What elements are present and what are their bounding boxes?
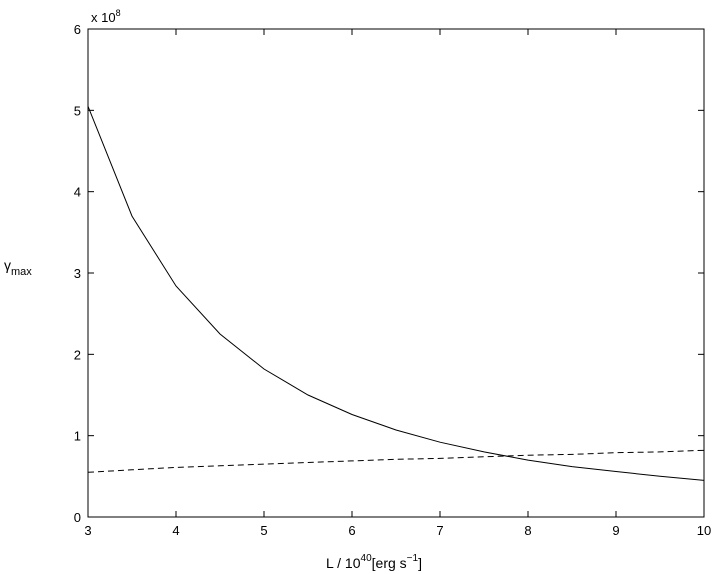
ticks [87,28,705,518]
x-tick-label: 5 [260,523,267,538]
solid-series-line [87,106,705,481]
y-multiplier: x 108 [91,8,121,25]
tick-labels: 3 4 5 6 7 8 9 10 0 1 2 3 4 5 6 [74,22,711,538]
y-tick-label: 4 [74,185,81,200]
y-axis-label: γmax [4,257,32,278]
x-axis-label: L / 1040[erg s−1] [326,553,422,571]
x-tick-label: 8 [524,523,531,538]
y-tick-label: 1 [74,429,81,444]
dashed-series-line [87,449,705,473]
y-tick-label: 2 [74,347,81,362]
y-tick-label: 5 [74,103,81,118]
series-lines [87,106,705,481]
x-tick-label: 3 [84,523,91,538]
x-tick-label: 6 [348,523,355,538]
y-tick-label: 3 [74,266,81,281]
y-tick-label: 0 [74,510,81,525]
x-tick-label: 4 [172,523,179,538]
x-tick-label: 7 [436,523,443,538]
y-tick-label: 6 [74,22,81,37]
x-tick-label: 9 [612,523,619,538]
x-tick-label: 10 [697,523,711,538]
plot-frame [87,28,705,518]
